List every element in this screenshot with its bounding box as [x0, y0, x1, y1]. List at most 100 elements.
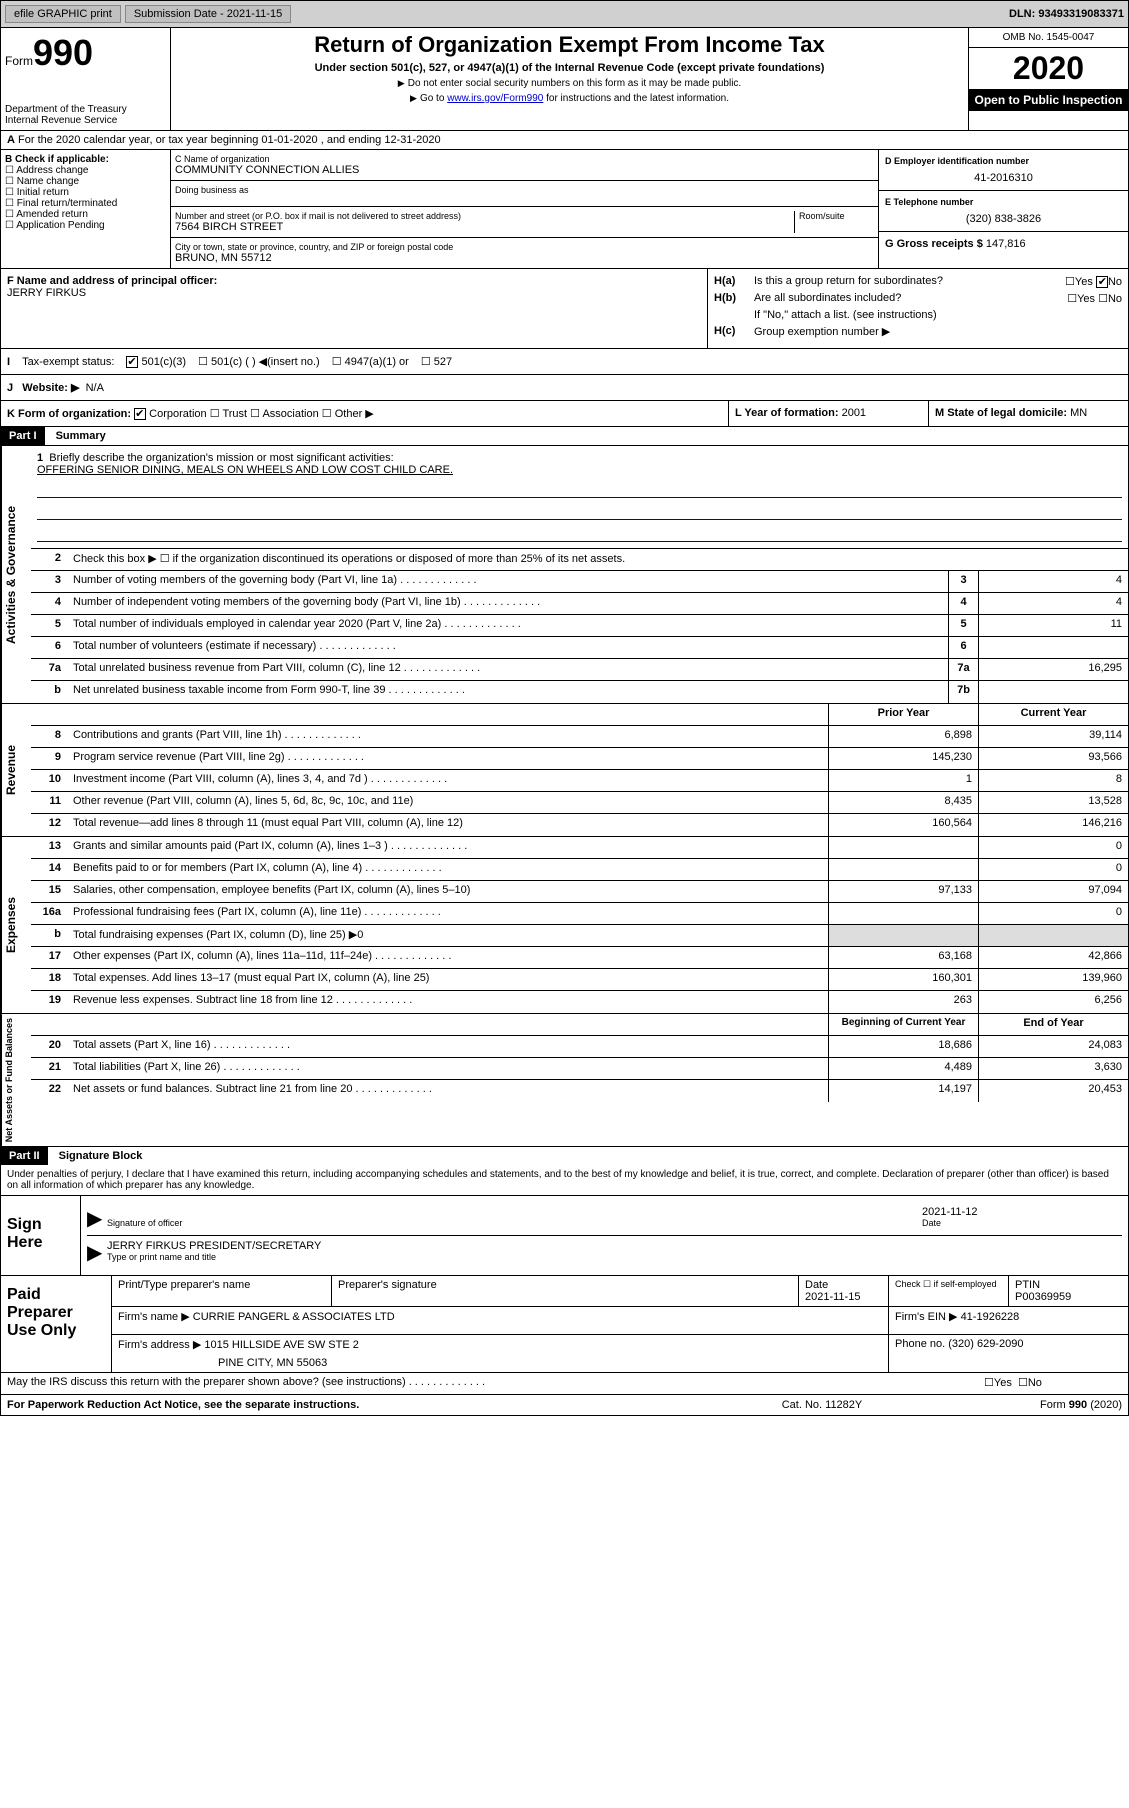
- end-year-header: End of Year: [978, 1014, 1128, 1035]
- l11-desc: Other revenue (Part VIII, column (A), li…: [67, 792, 828, 813]
- current-year-header: Current Year: [978, 704, 1128, 725]
- firm-city: PINE CITY, MN 55063: [218, 1357, 882, 1369]
- ptin-label: PTIN: [1015, 1279, 1122, 1291]
- footer-mid: Cat. No. 11282Y: [722, 1399, 922, 1411]
- l7b-val: [978, 681, 1128, 703]
- sig-date: 2021-11-12: [922, 1206, 1122, 1218]
- l13-current: 0: [978, 837, 1128, 858]
- part1-title: Summary: [48, 427, 114, 445]
- l14-prior: [828, 859, 978, 880]
- form-container: efile GRAPHIC print Submission Date - 20…: [0, 0, 1129, 1416]
- col-f: F Name and address of principal officer:…: [1, 269, 708, 348]
- l16a-current: 0: [978, 903, 1128, 924]
- l17-desc: Other expenses (Part IX, column (A), lin…: [67, 947, 828, 968]
- vtab-net: Net Assets or Fund Balances: [1, 1014, 31, 1146]
- form990-link[interactable]: www.irs.gov/Form990: [447, 93, 543, 104]
- header-mid: Return of Organization Exempt From Incom…: [171, 28, 968, 130]
- sig-name-label: Type or print name and title: [107, 1252, 1122, 1262]
- l-col: L Year of formation: 2001: [728, 401, 928, 426]
- officer-name: JERRY FIRKUS: [7, 287, 701, 299]
- row-a-text: For the 2020 calendar year, or tax year …: [18, 134, 441, 146]
- vtab-gov: Activities & Governance: [1, 446, 31, 703]
- l16a-desc: Professional fundraising fees (Part IX, …: [67, 903, 828, 924]
- tel-field: E Telephone number (320) 838-3826: [879, 191, 1128, 232]
- hb-text: Are all subordinates included?: [754, 292, 1012, 305]
- ha-yes: Yes: [1075, 276, 1093, 288]
- l21-current: 3,630: [978, 1058, 1128, 1079]
- part1-header: Part I: [1, 427, 45, 445]
- hc-label: H(c): [714, 325, 754, 338]
- org-name-label: C Name of organization: [175, 154, 874, 164]
- room-label: Room/suite: [799, 211, 874, 221]
- l21-prior: 4,489: [828, 1058, 978, 1079]
- form-subtitle: Under section 501(c), 527, or 4947(a)(1)…: [175, 62, 964, 74]
- l2-desc: Check this box ▶ ☐ if the organization d…: [67, 549, 1128, 570]
- l19-current: 6,256: [978, 991, 1128, 1013]
- ha-text: Is this a group return for subordinates?: [754, 275, 1012, 288]
- firm-name: CURRIE PANGERL & ASSOCIATES LTD: [193, 1311, 395, 1323]
- hb-yes: Yes: [1077, 293, 1095, 305]
- dba-field: Doing business as: [171, 181, 878, 207]
- 501c: 501(c) ( ) ◀(insert no.): [211, 356, 320, 368]
- mission-block: 1 Briefly describe the organization's mi…: [31, 446, 1128, 549]
- form-number: Form990: [5, 32, 166, 74]
- l13-prior: [828, 837, 978, 858]
- l4-val: 4: [978, 593, 1128, 614]
- submission-date-button[interactable]: Submission Date - 2021-11-15: [125, 5, 291, 23]
- topbar: efile GRAPHIC print Submission Date - 20…: [1, 1, 1128, 28]
- irs-text: Internal Revenue Service: [5, 115, 166, 126]
- 501c3-check[interactable]: [126, 356, 138, 368]
- assoc: Association: [262, 408, 318, 420]
- k-label: K Form of organization:: [7, 408, 131, 420]
- l12-desc: Total revenue—add lines 8 through 11 (mu…: [67, 814, 828, 836]
- website-label: Website: ▶: [22, 382, 79, 394]
- header: Form990 Department of the Treasury Inter…: [1, 28, 1128, 131]
- prep-selfemp: Check ☐ if self-employed: [888, 1276, 1008, 1306]
- beg-year-header: Beginning of Current Year: [828, 1014, 978, 1035]
- sign-here-label: Sign Here: [1, 1196, 81, 1275]
- hc-text: Group exemption number ▶: [754, 325, 1122, 338]
- l7b-desc: Net unrelated business taxable income fr…: [67, 681, 948, 703]
- col-b: B Check if applicable: ☐ Address change …: [1, 150, 171, 268]
- form-990-text: 990: [33, 32, 93, 73]
- l17-current: 42,866: [978, 947, 1128, 968]
- efile-print-button[interactable]: efile GRAPHIC print: [5, 5, 121, 23]
- org-name: COMMUNITY CONNECTION ALLIES: [175, 164, 874, 176]
- perjury-text: Under penalties of perjury, I declare th…: [1, 1165, 1128, 1195]
- l14-current: 0: [978, 859, 1128, 880]
- row-a-tax-year: A For the 2020 calendar year, or tax yea…: [1, 131, 1128, 150]
- dept-text: Department of the Treasury: [5, 104, 166, 115]
- l7a-desc: Total unrelated business revenue from Pa…: [67, 659, 948, 680]
- expenses-section: Expenses 13Grants and similar amounts pa…: [1, 836, 1128, 1013]
- check-label: B Check if applicable:: [5, 154, 109, 165]
- note2-pre: Go to: [420, 93, 447, 104]
- check-addr: Address change: [16, 165, 88, 176]
- l19-prior: 263: [828, 991, 978, 1013]
- tel-label: E Telephone number: [885, 197, 1122, 207]
- officer-label: F Name and address of principal officer:: [7, 275, 217, 287]
- city-label: City or town, state or province, country…: [175, 242, 874, 252]
- l9-current: 93,566: [978, 748, 1128, 769]
- corp: Corporation: [149, 408, 206, 420]
- sign-section: Sign Here ▶ Signature of officer 2021-11…: [1, 1195, 1128, 1276]
- ha-label: H(a): [714, 275, 754, 288]
- mission-label: Briefly describe the organization's miss…: [49, 452, 393, 464]
- check-final: Final return/terminated: [17, 198, 118, 209]
- l11-prior: 8,435: [828, 792, 978, 813]
- firm-ein-label: Firm's EIN ▶: [895, 1311, 958, 1323]
- tax-year: 2020: [969, 48, 1128, 89]
- corp-check[interactable]: [134, 408, 146, 420]
- l3-desc: Number of voting members of the governin…: [67, 571, 948, 592]
- discuss-text: May the IRS discuss this return with the…: [1, 1373, 978, 1394]
- omb-number: OMB No. 1545-0047: [969, 28, 1128, 48]
- discuss-yes: Yes: [994, 1377, 1012, 1389]
- firm-ein: 41-1926228: [961, 1311, 1020, 1323]
- l22-desc: Net assets or fund balances. Subtract li…: [67, 1080, 828, 1102]
- hb-note: If "No," attach a list. (see instruction…: [754, 309, 1122, 321]
- sig-officer-label: Signature of officer: [107, 1218, 922, 1228]
- section-fh: F Name and address of principal officer:…: [1, 269, 1128, 349]
- vtab-exp: Expenses: [1, 837, 31, 1013]
- city-field: City or town, state or province, country…: [171, 238, 878, 268]
- link-note: Go to www.irs.gov/Form990 for instructio…: [175, 93, 964, 104]
- ha-no-check[interactable]: [1096, 276, 1108, 288]
